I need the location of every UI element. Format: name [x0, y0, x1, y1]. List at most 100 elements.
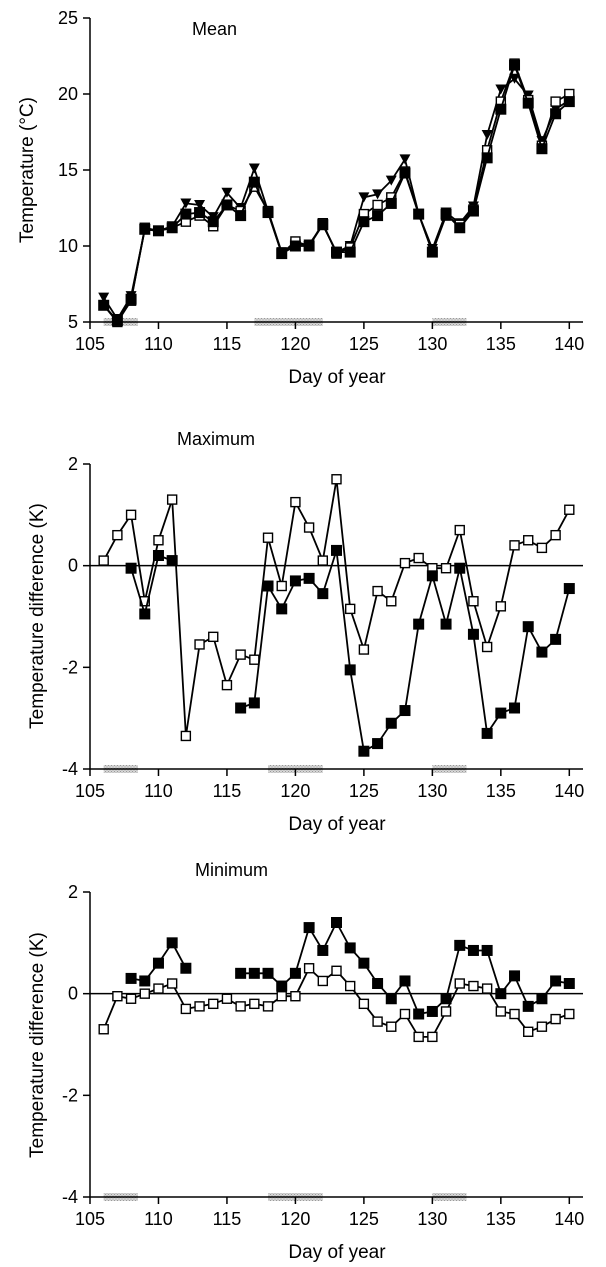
y-tick-label: 2 [68, 882, 78, 902]
data-point-open-square [112, 991, 123, 1002]
data-point-triangle [372, 189, 384, 200]
data-point-filled-square [317, 588, 329, 600]
data-point-open-square [331, 965, 342, 976]
x-tick-label: 115 [213, 781, 242, 801]
data-point-open-square [180, 730, 192, 742]
data-point-open-square [386, 596, 397, 607]
data-point-filled-square [180, 962, 192, 974]
data-point-triangle [180, 198, 192, 209]
data-point-open-square [468, 980, 479, 992]
data-point-filled-square [426, 570, 438, 582]
data-point-open-square [221, 993, 233, 1004]
data-point-filled-square [303, 922, 315, 934]
data-point-open-square [262, 532, 274, 543]
data-point-filled-square [289, 575, 301, 587]
data-point-triangle [495, 84, 507, 95]
data-point-open-square [194, 639, 205, 650]
data-point-filled-square [372, 978, 384, 989]
data-point-filled-square [481, 152, 493, 164]
data-point-open-square [153, 535, 164, 546]
data-point-open-square [564, 1008, 575, 1020]
data-point-filled-square [563, 583, 575, 595]
data-point-filled-square [221, 199, 233, 211]
data-point-open-square [440, 1006, 452, 1017]
data-point-open-square [468, 596, 479, 607]
data-point-triangle [481, 130, 493, 141]
data-point-open-square [454, 524, 465, 536]
data-point-open-square [523, 1026, 534, 1037]
data-point-open-square [235, 1001, 246, 1012]
data-point-open-square [303, 522, 315, 533]
y-tick-label: 0 [68, 984, 78, 1004]
data-point-open-square [276, 580, 287, 592]
x-tick-label: 140 [554, 781, 584, 801]
data-point-filled-square [440, 208, 452, 220]
data-point-filled-square [248, 967, 260, 979]
data-point-filled-square [536, 143, 548, 155]
data-point-filled-square [509, 59, 521, 71]
data-point-open-square [550, 529, 561, 541]
data-point-triangle [358, 192, 370, 203]
data-point-open-square [317, 975, 329, 987]
data-point-open-square [523, 535, 534, 546]
data-point-open-square [344, 980, 356, 992]
data-point-filled-square [440, 618, 452, 630]
data-point-filled-square [262, 207, 274, 219]
data-point-triangle [248, 163, 260, 174]
data-point-filled-square [139, 608, 151, 620]
data-point-open-square [125, 509, 137, 521]
data-point-open-square [509, 540, 520, 551]
series-line [130, 920, 570, 1016]
y-tick-label: -2 [62, 657, 78, 677]
data-point-triangle [194, 199, 206, 210]
data-point-open-square [249, 654, 260, 665]
data-point-triangle [399, 154, 411, 165]
y-tick-label: -4 [62, 759, 78, 779]
x-tick-label: 110 [144, 1209, 173, 1229]
data-point-filled-square [235, 702, 247, 714]
chart-title: Minimum [195, 860, 268, 880]
x-axis-label: Day of year [288, 814, 386, 835]
y-tick-label: 2 [68, 454, 78, 474]
x-axis-label: Day of year [288, 367, 386, 388]
data-point-open-square [440, 563, 452, 574]
data-point-open-square [166, 978, 178, 989]
x-tick-label: 140 [554, 1209, 584, 1229]
x-tick-label: 110 [144, 781, 173, 801]
x-tick-label: 120 [280, 781, 310, 801]
data-point-filled-square [194, 207, 206, 219]
data-point-filled-square [522, 621, 534, 633]
data-point-filled-square [207, 216, 219, 228]
data-point-open-square [166, 494, 178, 505]
data-point-open-square [344, 603, 356, 615]
data-point-filled-square [235, 210, 247, 222]
data-point-open-square [495, 601, 507, 612]
series-line [130, 550, 571, 753]
x-tick-label: 125 [349, 1209, 379, 1229]
data-point-open-square [372, 199, 383, 211]
data-point-open-square [536, 542, 548, 554]
x-tick-label: 135 [486, 1209, 516, 1229]
data-point-filled-square [536, 646, 548, 658]
chart-title: Mean [192, 19, 237, 39]
y-axis-label: Temperature difference (K) [27, 503, 48, 729]
data-point-open-square [454, 978, 465, 989]
data-point-filled-square [331, 544, 342, 556]
data-point-open-square [153, 983, 164, 994]
data-point-filled-square [98, 299, 110, 311]
y-tick-label: 5 [68, 312, 78, 332]
data-point-open-square [208, 998, 219, 1010]
data-point-filled-square [276, 248, 288, 260]
data-point-open-square [481, 641, 493, 653]
x-tick-label: 105 [75, 1209, 105, 1229]
data-point-filled-square [454, 562, 466, 574]
y-tick-label: 25 [58, 8, 78, 28]
data-point-filled-square [344, 942, 356, 954]
data-point-filled-square [550, 108, 562, 120]
data-point-filled-square [563, 96, 575, 108]
data-point-open-square [262, 1001, 274, 1012]
data-point-open-square [235, 649, 246, 660]
data-point-filled-square [166, 937, 178, 949]
data-point-filled-square [139, 975, 151, 987]
